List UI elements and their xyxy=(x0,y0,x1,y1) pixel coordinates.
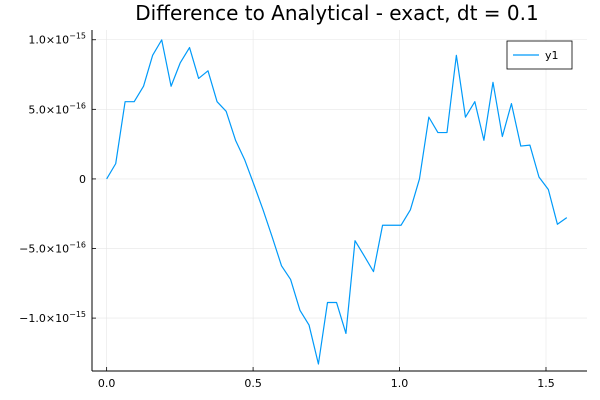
y-tick-label: 1.0×10−15 xyxy=(28,32,86,47)
chart-title: Difference to Analytical - exact, dt = 0… xyxy=(135,1,538,25)
legend: y1 xyxy=(506,40,573,70)
y-tick-label: −5.0×10−16 xyxy=(19,241,86,256)
grid-lines xyxy=(92,30,587,371)
y-tick-label: −1.0×10−15 xyxy=(19,310,86,325)
series-lines xyxy=(106,39,568,365)
axes xyxy=(91,30,587,372)
legend-label: y1 xyxy=(545,49,559,62)
x-tick-label: 1.5 xyxy=(537,377,555,390)
y-tick-label: 0 xyxy=(79,173,86,186)
x-tick-label: 1.0 xyxy=(391,377,409,390)
y-axis-ticks: 1.0×10−15 5.0×10−16 0 −5.0×10−16 −1.0×10−15 xyxy=(19,32,96,325)
x-tick-label: 0.0 xyxy=(98,377,116,390)
series-line-y1 xyxy=(106,39,568,365)
x-tick-label: 0.5 xyxy=(244,377,262,390)
y-tick-label: 5.0×10−16 xyxy=(28,101,86,116)
x-axis-ticks: 0.0 0.5 1.0 1.5 xyxy=(98,367,555,390)
